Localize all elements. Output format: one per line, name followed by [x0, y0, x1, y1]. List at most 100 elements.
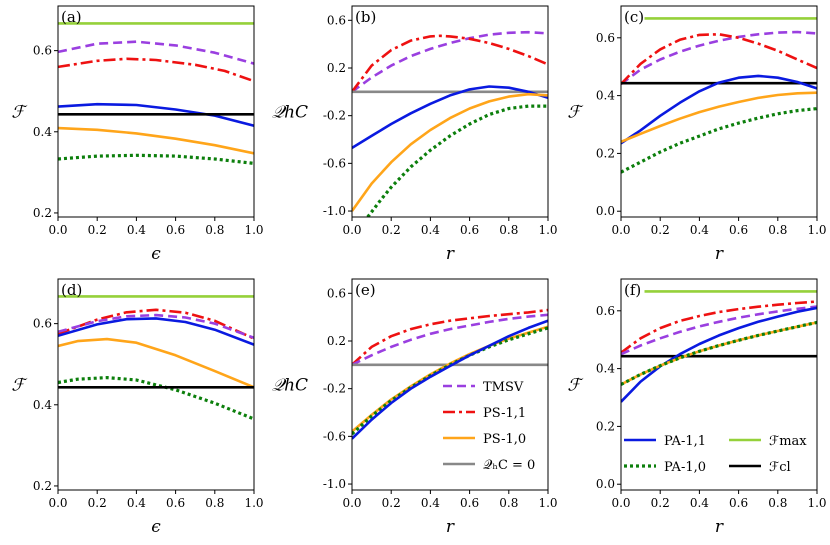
x-tick-label: 0.8	[205, 496, 224, 510]
y-tick-label: -1.0	[323, 204, 346, 218]
legend-label-Fcl: ℱcl	[769, 460, 791, 475]
series-PS11	[58, 57, 254, 83]
y-tick-label: 0.2	[327, 334, 346, 348]
series-TMSV	[58, 313, 254, 340]
series-PA10	[621, 320, 817, 386]
plot-area	[58, 295, 254, 421]
legend-label-TMSV: TMSV	[483, 380, 524, 395]
plot-area	[58, 22, 254, 165]
x-tick-label: 0.4	[421, 223, 440, 237]
series-PA10	[58, 376, 254, 421]
panel-label: (f)	[624, 281, 641, 299]
x-tick-label: 1.0	[538, 223, 557, 237]
series-TMSV	[58, 40, 254, 65]
legend-label-PA11: PA-1,1	[664, 434, 706, 449]
series-PS11	[621, 32, 817, 85]
panel-d: 0.0 0.2 0.4 0.6 0.8 1.0 0.2 0.4 0.6 ϵ ℱ (d)	[11, 278, 264, 537]
series-PS11	[621, 300, 817, 354]
x-tick-label: 1.0	[807, 223, 826, 237]
x-tick-label: 0.0	[342, 223, 361, 237]
series-PA10	[366, 104, 548, 217]
y-axis-label: 𝒬hC	[272, 103, 308, 123]
y-tick-label: 0.2	[33, 479, 52, 493]
y-axis-label: ℱ	[11, 376, 28, 396]
x-tick-label: 0.0	[342, 496, 361, 510]
y-tick-label: 0.0	[596, 204, 615, 218]
series-TMSV	[621, 30, 817, 86]
y-tick-label: 0.2	[596, 146, 615, 160]
axes-frame	[351, 278, 549, 491]
panel-f: 0.0 0.2 0.4 0.6 0.8 1.0 0.0 0.2 0.4 0.6 r ℱ (f)	[567, 278, 827, 537]
x-tick-label: 0.0	[48, 496, 67, 510]
y-tick-label: 0.6	[327, 13, 346, 27]
series-PA10	[621, 107, 817, 174]
x-axis-label: r	[715, 517, 724, 537]
x-tick-label: 0.4	[127, 223, 146, 237]
series-PS10	[58, 126, 254, 155]
series-TMSV	[621, 305, 817, 356]
x-tick-label: 0.8	[499, 223, 518, 237]
series-TMSV	[352, 30, 548, 93]
legend-label-PS11: PS-1,1	[483, 406, 526, 421]
axes-frame	[57, 5, 255, 218]
y-tick-label: 0.4	[596, 89, 615, 103]
series-PA11	[352, 85, 548, 150]
x-tick-label: 0.4	[690, 223, 709, 237]
x-tick-label: 0.6	[166, 223, 185, 237]
x-axis-label: ϵ	[151, 517, 161, 537]
y-axis-label: 𝒬hC	[272, 376, 308, 396]
series-PS11	[352, 308, 548, 366]
series-PA11	[621, 74, 817, 145]
axes-frame	[620, 278, 818, 491]
x-axis-label: ϵ	[151, 244, 161, 264]
series-PS10	[621, 91, 817, 144]
y-tick-label: 0.6	[33, 317, 52, 331]
y-tick-label: 0.6	[596, 304, 615, 318]
legend-label-Q0: 𝒬ₕC = 0	[483, 458, 535, 473]
y-tick-label: 0.2	[596, 419, 615, 433]
panel-label: (d)	[61, 281, 82, 299]
x-tick-label: 1.0	[244, 223, 263, 237]
x-tick-label: 0.6	[729, 496, 748, 510]
plot-area	[621, 290, 817, 403]
panel-c: 0.0 0.2 0.4 0.6 0.8 1.0 0.0 0.2 0.4 0.6 r ℱ (c)	[567, 5, 827, 264]
plot-area	[352, 30, 548, 217]
plot-area	[352, 308, 548, 440]
y-tick-label: 0.4	[33, 398, 52, 412]
x-tick-label: 0.4	[690, 496, 709, 510]
y-tick-label: -0.2	[323, 109, 346, 123]
series-PA10	[58, 153, 254, 165]
legend-label-Fmax: ℱmax	[769, 434, 807, 449]
series-PA11	[58, 317, 254, 346]
plot-area	[621, 17, 817, 174]
panel-b: 0.0 0.2 0.4 0.6 0.8 1.0 -1.0 -0.6 -0.2 0.2 0.6 r 𝒬hC…	[272, 5, 558, 264]
legend-label-PA10: PA-1,0	[664, 460, 706, 475]
y-axis-label: ℱ	[567, 376, 584, 396]
x-tick-label: 0.2	[651, 223, 670, 237]
x-tick-label: 0.6	[166, 496, 185, 510]
x-axis-label: r	[446, 244, 455, 264]
x-tick-label: 0.4	[421, 496, 440, 510]
panel-label: (e)	[355, 281, 376, 299]
x-tick-label: 0.6	[460, 223, 479, 237]
y-tick-label: 0.0	[596, 477, 615, 491]
panel-a: 0.0 0.2 0.4 0.6 0.8 1.0 0.2 0.4 0.6 ϵ ℱ (a)	[11, 5, 264, 264]
x-tick-label: 0.8	[768, 223, 787, 237]
axes-frame	[57, 278, 255, 491]
y-tick-label: 0.2	[33, 206, 52, 220]
y-tick-label: -1.0	[323, 477, 346, 491]
x-tick-label: 0.2	[651, 496, 670, 510]
panel-label: (c)	[624, 8, 644, 26]
legend-f: PA-1,1 ℱmax PA-1,0 ℱcl	[624, 434, 807, 475]
x-tick-label: 0.2	[382, 496, 401, 510]
y-axis-label: ℱ	[567, 103, 584, 123]
axes-frame	[620, 5, 818, 218]
legend-label-PS10: PS-1,0	[483, 432, 526, 447]
x-tick-label: 0.0	[611, 223, 630, 237]
panel-e: 0.0 0.2 0.4 0.6 0.8 1.0 -1.0 -0.6 -0.2 0.2 0.6 r 𝒬hC…	[272, 278, 558, 537]
x-tick-label: 0.8	[768, 496, 787, 510]
series-PS10	[352, 92, 548, 212]
legend-e: TMSV PS-1,1 PS-1,0 𝒬ₕC = 0	[443, 380, 535, 473]
series-PA11	[58, 102, 254, 127]
y-tick-label: 0.4	[33, 125, 52, 139]
